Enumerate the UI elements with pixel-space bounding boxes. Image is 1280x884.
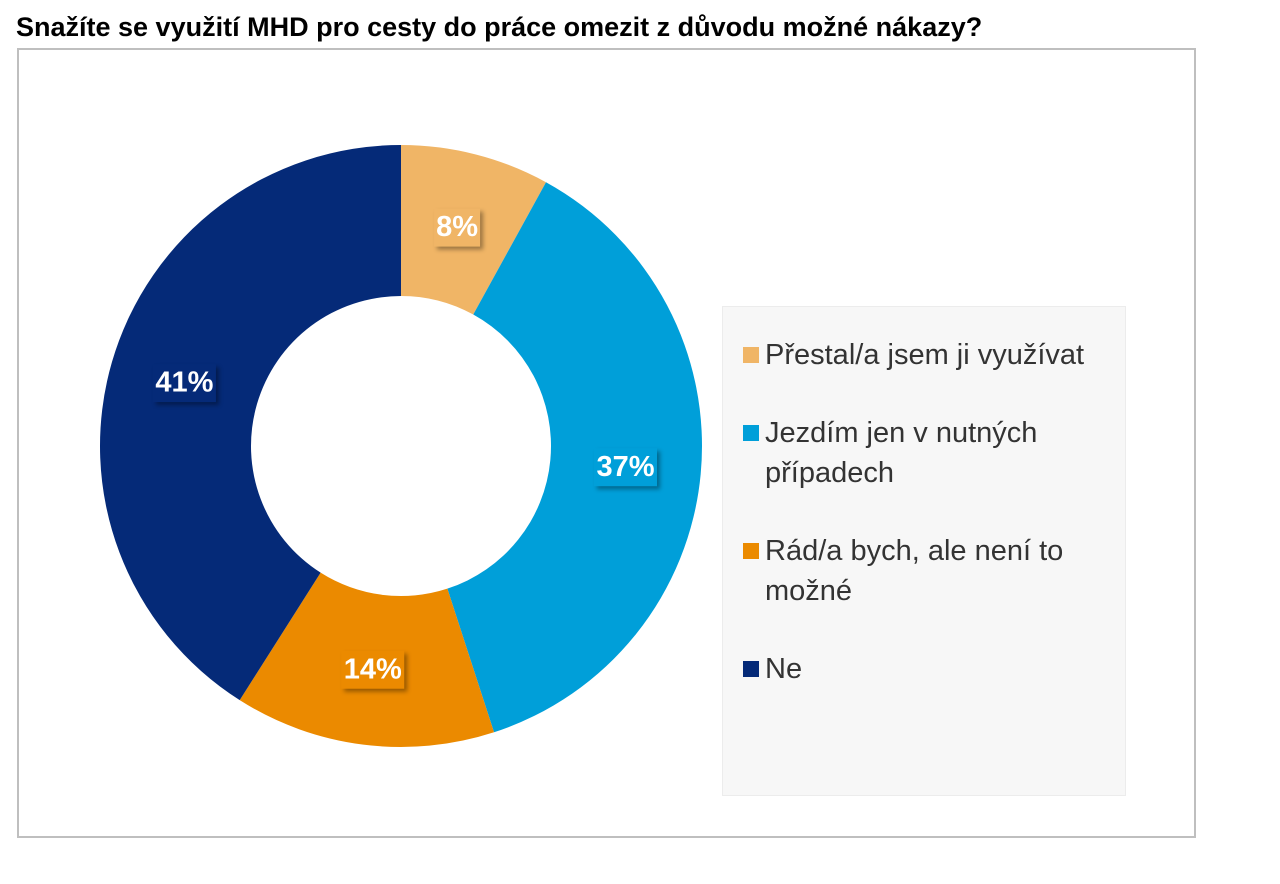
- page-title: Snažíte se využití MHD pro cesty do prác…: [16, 12, 983, 42]
- data-label-text: 37%: [596, 451, 654, 483]
- legend-label: Jezdím jen v nutných případech: [765, 417, 1038, 489]
- donut-slice-ne: [99, 145, 401, 701]
- legend-item-rad-bych: Rád/a bych, ale není to možné: [743, 531, 1115, 611]
- data-label-text: 8%: [436, 211, 478, 243]
- data-label-rad-bych: 14%: [341, 650, 405, 689]
- data-label-box: [152, 364, 216, 403]
- data-label-ne: 41%: [152, 364, 216, 403]
- data-label-text: 14%: [344, 653, 402, 685]
- legend-swatch: [743, 425, 759, 441]
- data-label-box: [593, 448, 657, 487]
- legend-label: Rád/a bych, ale není to možné: [765, 535, 1064, 607]
- legend-item-ne: Ne: [743, 649, 1115, 689]
- chart-legend: Přestal/a jsem ji využívat Jezdím jen v n…: [722, 306, 1126, 796]
- data-label-box: [341, 650, 405, 689]
- legend-swatch: [743, 347, 759, 363]
- legend-item-prestal: Přestal/a jsem ji využívat: [743, 335, 1115, 375]
- data-label-prestal: 8%: [434, 208, 481, 247]
- legend-label: Přestal/a jsem ji využívat: [765, 339, 1085, 371]
- legend-label: Ne: [765, 653, 803, 685]
- legend-swatch: [743, 543, 759, 559]
- donut-slice-nutne: [447, 182, 703, 733]
- legend-item-nutne: Jezdím jen v nutných případech: [743, 413, 1115, 493]
- data-label-box: [434, 208, 481, 247]
- data-label-text: 41%: [155, 367, 213, 399]
- legend-swatch: [743, 661, 759, 677]
- data-label-nutne: 37%: [593, 448, 657, 487]
